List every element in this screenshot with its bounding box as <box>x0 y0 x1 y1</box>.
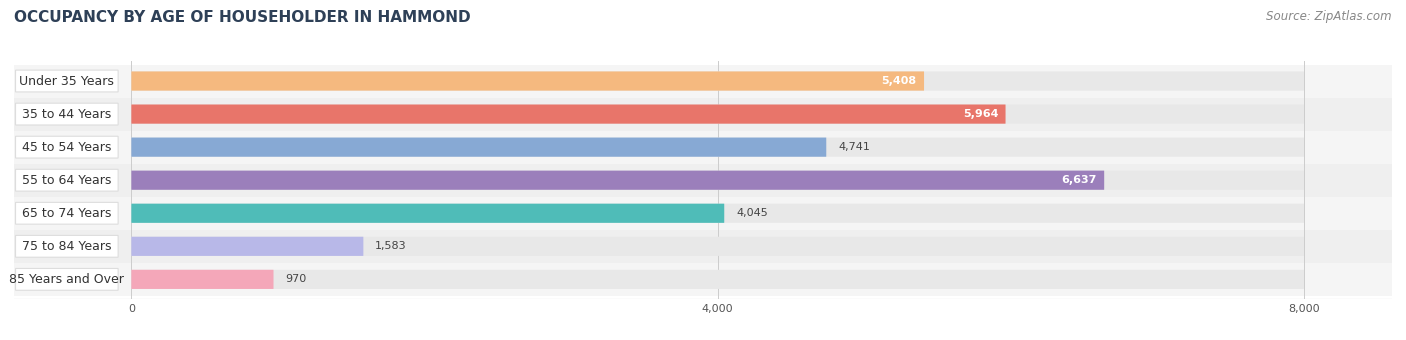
FancyBboxPatch shape <box>14 164 1392 197</box>
FancyBboxPatch shape <box>131 171 1104 190</box>
Text: Source: ZipAtlas.com: Source: ZipAtlas.com <box>1267 10 1392 23</box>
FancyBboxPatch shape <box>131 237 1303 256</box>
Text: 75 to 84 Years: 75 to 84 Years <box>22 240 111 253</box>
Text: Under 35 Years: Under 35 Years <box>20 74 114 87</box>
Text: 4,045: 4,045 <box>735 208 768 218</box>
Text: 65 to 74 Years: 65 to 74 Years <box>22 207 111 220</box>
FancyBboxPatch shape <box>15 70 118 92</box>
Text: 45 to 54 Years: 45 to 54 Years <box>22 141 111 154</box>
Text: 35 to 44 Years: 35 to 44 Years <box>22 107 111 121</box>
FancyBboxPatch shape <box>15 169 118 191</box>
FancyBboxPatch shape <box>131 104 1005 124</box>
FancyBboxPatch shape <box>131 270 274 289</box>
Text: 1,583: 1,583 <box>375 241 406 251</box>
FancyBboxPatch shape <box>131 138 1303 157</box>
Text: OCCUPANCY BY AGE OF HOUSEHOLDER IN HAMMOND: OCCUPANCY BY AGE OF HOUSEHOLDER IN HAMMO… <box>14 10 471 25</box>
FancyBboxPatch shape <box>131 237 363 256</box>
FancyBboxPatch shape <box>14 131 1392 164</box>
FancyBboxPatch shape <box>14 98 1392 131</box>
FancyBboxPatch shape <box>131 71 924 91</box>
FancyBboxPatch shape <box>15 269 118 290</box>
Text: 970: 970 <box>285 274 307 284</box>
FancyBboxPatch shape <box>131 171 1303 190</box>
FancyBboxPatch shape <box>15 103 118 125</box>
FancyBboxPatch shape <box>131 204 1303 223</box>
Text: 55 to 64 Years: 55 to 64 Years <box>22 174 111 187</box>
FancyBboxPatch shape <box>14 197 1392 230</box>
FancyBboxPatch shape <box>14 230 1392 263</box>
Text: 85 Years and Over: 85 Years and Over <box>10 273 124 286</box>
FancyBboxPatch shape <box>131 270 1303 289</box>
FancyBboxPatch shape <box>14 65 1392 98</box>
FancyBboxPatch shape <box>15 202 118 224</box>
FancyBboxPatch shape <box>15 235 118 257</box>
FancyBboxPatch shape <box>15 136 118 158</box>
Text: 5,408: 5,408 <box>882 76 917 86</box>
FancyBboxPatch shape <box>131 138 827 157</box>
FancyBboxPatch shape <box>131 71 1303 91</box>
Text: 6,637: 6,637 <box>1062 175 1097 185</box>
Text: 4,741: 4,741 <box>838 142 870 152</box>
FancyBboxPatch shape <box>131 204 724 223</box>
FancyBboxPatch shape <box>14 263 1392 296</box>
Text: 5,964: 5,964 <box>963 109 998 119</box>
FancyBboxPatch shape <box>131 104 1303 124</box>
